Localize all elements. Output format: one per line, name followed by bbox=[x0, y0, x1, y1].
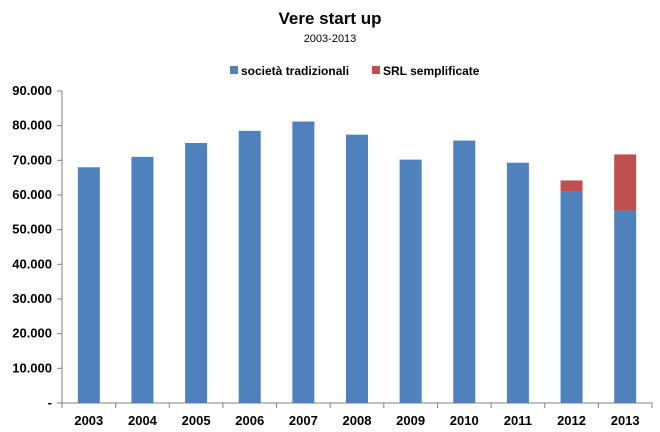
bar-societa-tradizionali-2012 bbox=[560, 191, 583, 403]
x-tick-label: 2010 bbox=[450, 413, 479, 428]
x-tick-label: 2003 bbox=[74, 413, 103, 428]
y-tick-label: 50.000 bbox=[12, 222, 52, 237]
bar-societa-tradizionali-2007 bbox=[292, 121, 315, 404]
bar-societa-tradizionali-2010 bbox=[453, 140, 476, 403]
x-axis: 2003 2004 2005 2006 2007 2008 2009 2010 2011 2012… bbox=[61, 402, 653, 428]
y-tick-label: 90.000 bbox=[12, 83, 52, 98]
x-tick-label: 2007 bbox=[289, 413, 318, 428]
y-tick-label: 20.000 bbox=[12, 326, 52, 341]
bar-societa-tradizionali-2009 bbox=[399, 159, 422, 403]
bar-societa-tradizionali-2004 bbox=[131, 156, 154, 403]
bar-societa-tradizionali-2008 bbox=[346, 134, 368, 403]
bar-srl-semplificate-2012 bbox=[560, 180, 583, 192]
bars bbox=[77, 121, 637, 404]
x-tick-label: 2011 bbox=[504, 413, 532, 428]
bar-srl-semplificate-2013 bbox=[614, 154, 637, 211]
y-tick-label: 30.000 bbox=[12, 291, 52, 306]
bar-societa-tradizionali-2011 bbox=[506, 162, 529, 403]
x-tick-label: 2008 bbox=[343, 413, 372, 428]
x-tick-label: 2005 bbox=[182, 413, 211, 428]
y-tick-label: 80.000 bbox=[12, 118, 52, 133]
y-tick-label: - bbox=[48, 395, 52, 410]
bar-societa-tradizionali-2013 bbox=[614, 210, 637, 403]
x-tick-label: 2006 bbox=[235, 413, 264, 428]
legend-label: SRL semplificate bbox=[383, 64, 480, 78]
chart-subtitle: 2003-2013 bbox=[304, 33, 357, 45]
bar-societa-tradizionali-2005 bbox=[185, 143, 208, 403]
y-axis: - 10.000 20.000 30.000 40.000 50.000 60.000 70.… bbox=[12, 83, 63, 410]
y-tick-label: 60.000 bbox=[12, 187, 52, 202]
legend-swatch bbox=[372, 66, 380, 74]
y-tick-label: 40.000 bbox=[12, 256, 52, 271]
y-tick-label: 70.000 bbox=[12, 152, 52, 167]
x-tick-label: 2009 bbox=[396, 413, 425, 428]
legend-label: società tradizionali bbox=[241, 64, 349, 78]
chart-title: Vere start up bbox=[279, 9, 382, 28]
x-tick-label: 2013 bbox=[611, 413, 640, 428]
bar-societa-tradizionali-2003 bbox=[77, 167, 100, 403]
legend: società tradizionali SRL semplificate bbox=[230, 64, 480, 78]
y-tick-label: 10.000 bbox=[12, 360, 52, 375]
x-tick-label: 2004 bbox=[128, 413, 158, 428]
x-tick-label: 2012 bbox=[557, 413, 586, 428]
legend-swatch bbox=[230, 66, 238, 74]
bar-societa-tradizionali-2006 bbox=[238, 130, 261, 403]
